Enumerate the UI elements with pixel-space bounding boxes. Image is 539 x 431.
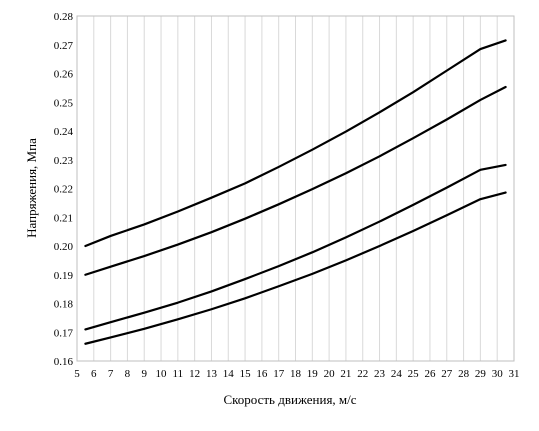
x-tick-label: 25: [408, 368, 420, 380]
x-tick-label: 5: [74, 368, 80, 380]
x-tick-label: 23: [374, 368, 386, 380]
y-axis-title: Напряжения, Мпа: [24, 138, 39, 238]
x-tick-label: 19: [307, 368, 319, 380]
y-tick-label: 0.22: [54, 184, 73, 196]
x-tick-label: 14: [223, 368, 235, 380]
y-tick-label: 0.20: [54, 241, 74, 253]
x-tick-label: 6: [91, 368, 97, 380]
y-tick-label: 0.18: [54, 299, 74, 311]
x-tick-label: 13: [206, 368, 218, 380]
x-tick-label: 11: [173, 368, 184, 380]
series-line-3: [84, 163, 507, 331]
y-tick-label: 0.16: [54, 356, 74, 368]
x-tick-label: 8: [125, 368, 131, 380]
x-tick-label: 7: [108, 368, 114, 380]
y-tick-label: 0.19: [54, 270, 74, 282]
x-tick-label: 22: [357, 368, 368, 380]
series-line-4: [84, 191, 507, 345]
x-tick-label: 15: [240, 368, 252, 380]
y-tick-label: 0.25: [54, 97, 74, 109]
series-group: [84, 39, 507, 345]
y-tick-label: 0.28: [54, 11, 74, 23]
x-tick-label: 16: [256, 368, 268, 380]
x-tick-label: 28: [458, 368, 470, 380]
grid: [76, 16, 515, 361]
y-tick-label: 0.21: [54, 212, 73, 224]
x-tick-label: 27: [441, 368, 453, 380]
x-tick-label: 17: [273, 368, 285, 380]
x-tick-label: 31: [509, 368, 520, 380]
x-tick-label: 9: [141, 368, 147, 380]
x-tick-label: 24: [391, 368, 403, 380]
y-tick-labels: 0.16 0.17 0.18 0.19 0.20 0.21 0.22 0.23 0.24 0.25…: [54, 11, 74, 368]
x-tick-label: 18: [290, 368, 302, 380]
y-tick-label: 0.17: [54, 327, 74, 339]
y-tick-label: 0.24: [54, 126, 74, 138]
series-line-1: [84, 39, 507, 248]
y-tick-label: 0.27: [54, 40, 74, 52]
plot-border: [76, 15, 515, 362]
x-tick-label: 30: [492, 368, 504, 380]
x-axis-title: Скорость движения, м/с: [223, 392, 356, 407]
x-tick-label: 21: [340, 368, 351, 380]
x-tick-labels: 5 6 7 8 9 10 11 12 13 14 15 16 17 18 19 20 21 22 23 24 25 26 2…: [74, 368, 519, 380]
x-tick-label: 12: [189, 368, 200, 380]
x-tick-label: 10: [156, 368, 168, 380]
y-tick-label: 0.26: [54, 69, 74, 81]
series-line-2: [84, 85, 507, 276]
y-tick-label: 0.23: [54, 155, 74, 167]
plot-frame: [76, 15, 515, 362]
x-tick-label: 29: [475, 368, 487, 380]
x-tick-label: 26: [424, 368, 436, 380]
x-tick-label: 20: [324, 368, 336, 380]
